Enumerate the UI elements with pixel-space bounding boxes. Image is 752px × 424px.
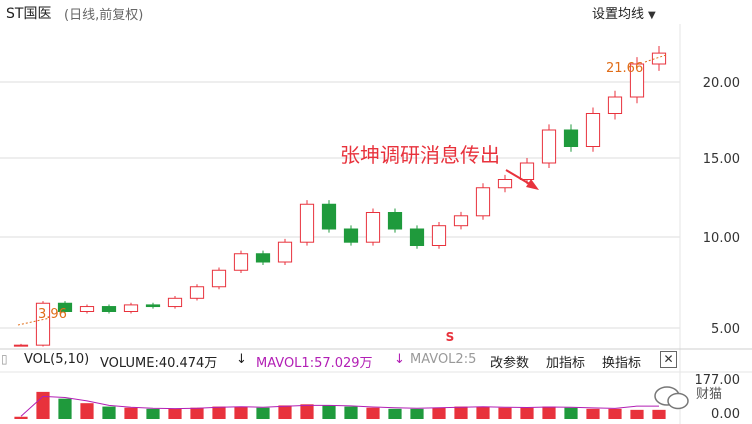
volume-bar	[146, 408, 160, 419]
candle-body	[277, 241, 293, 263]
add-indicator-button[interactable]: 加指标	[546, 356, 586, 371]
wechat-logo-icon	[654, 386, 689, 410]
volume-bar	[234, 406, 248, 419]
volume-bar	[520, 407, 534, 419]
volume-bar	[124, 407, 138, 419]
candle-body	[453, 215, 469, 227]
high-label: 21.66	[606, 61, 643, 76]
ma-settings-button[interactable]: 设置均线 ▼	[592, 3, 656, 22]
candle-body	[233, 253, 249, 271]
candle-body	[431, 225, 447, 246]
candle-body	[299, 203, 315, 243]
candle-body	[343, 228, 359, 243]
candle-body	[585, 113, 601, 147]
volume-bar	[476, 406, 490, 419]
news-annotation: 张坤调研消息传出	[340, 143, 500, 167]
watermark-text: 财猫	[696, 387, 723, 402]
candle-body	[13, 344, 29, 347]
ma-settings-label: 设置均线	[592, 7, 645, 22]
candle-body	[651, 52, 667, 65]
candle-body	[211, 269, 227, 288]
candle-body	[541, 129, 557, 164]
vol-label: VOL(5,10)	[24, 352, 90, 367]
candles-group	[13, 45, 667, 347]
y-tick-15: 15.00	[703, 152, 740, 167]
candle-body	[409, 228, 425, 246]
volume-bar	[542, 406, 556, 419]
volume-bar	[168, 408, 182, 419]
change-params-button[interactable]: 改参数	[490, 356, 530, 371]
candle-body	[607, 96, 623, 114]
volume-bar	[498, 407, 512, 419]
volume-indicator-bar: ▯ VOL(5,10) VOLUME:40.474万 ↓ MAVOL1:57.0…	[0, 351, 752, 371]
chart-header: ST国医 (日线,前复权) 设置均线 ▼	[0, 0, 680, 24]
volume-bar	[58, 398, 72, 419]
dropdown-arrow-icon: ▼	[648, 10, 656, 21]
candle-body	[497, 179, 513, 189]
candle-body	[79, 306, 95, 312]
volume-bar	[388, 408, 402, 419]
volume-value: VOLUME:40.474万	[100, 356, 218, 371]
stock-subtitle: (日线,前复权)	[64, 8, 144, 23]
candle-body	[629, 63, 645, 98]
candle-body	[475, 187, 491, 217]
volume-bar	[454, 406, 468, 419]
volume-bar	[300, 404, 314, 419]
candle-body	[365, 212, 381, 243]
volume-bar	[256, 407, 270, 419]
candle-body	[167, 297, 183, 308]
low-marker-line	[17, 317, 51, 326]
volume-bar	[190, 407, 204, 419]
candle-body	[57, 302, 73, 312]
volume-bar	[410, 408, 424, 419]
volume-bar	[322, 405, 336, 419]
vol-tick-177: 177.00	[695, 373, 741, 388]
s-marker: S	[446, 330, 455, 344]
drag-handle-icon[interactable]: ▯	[1, 352, 8, 366]
mavol1-line	[20, 395, 659, 417]
volume-bar	[14, 416, 28, 419]
close-icon[interactable]: ✕	[660, 351, 677, 368]
stock-name: ST国医	[6, 6, 52, 22]
news-arrow-head-icon	[526, 179, 539, 190]
candle-body	[101, 306, 117, 312]
y-tick-20: 20.00	[703, 76, 740, 91]
vol-tick-0: 0.00	[711, 407, 740, 422]
volume-bar	[630, 409, 644, 419]
watermark: 财猫	[652, 383, 748, 413]
candle-body	[519, 162, 535, 180]
volume-bar	[608, 408, 622, 419]
y-tick-10: 10.00	[703, 231, 740, 246]
candle-body	[123, 304, 139, 312]
volume-bar	[652, 409, 666, 419]
candle-body	[145, 304, 161, 308]
volume-bar	[564, 407, 578, 419]
switch-indicator-button[interactable]: 换指标	[602, 356, 642, 371]
volume-bar	[36, 391, 50, 419]
volume-bars	[14, 391, 666, 419]
volume-bar	[366, 407, 380, 419]
volume-bar	[102, 406, 116, 419]
y-tick-5: 5.00	[711, 322, 740, 337]
volume-bar	[80, 403, 94, 419]
volume-bar	[586, 408, 600, 419]
candle-body	[189, 286, 205, 299]
volume-down-icon: ↓	[236, 352, 247, 367]
mavol1-value: MAVOL1:57.029万	[256, 356, 373, 371]
mavol2-value: MAVOL2:5	[410, 352, 477, 367]
volume-bar	[432, 407, 446, 419]
volume-bar	[278, 405, 292, 419]
mavol1-down-icon: ↓	[394, 352, 405, 367]
low-label: 3.96	[38, 307, 67, 322]
candle-body	[321, 203, 337, 230]
volume-bar	[344, 406, 358, 419]
volume-bar	[212, 406, 226, 419]
candle-body	[387, 212, 403, 230]
candle-body	[35, 302, 51, 346]
candle-body	[255, 253, 271, 263]
candle-body	[563, 129, 579, 147]
